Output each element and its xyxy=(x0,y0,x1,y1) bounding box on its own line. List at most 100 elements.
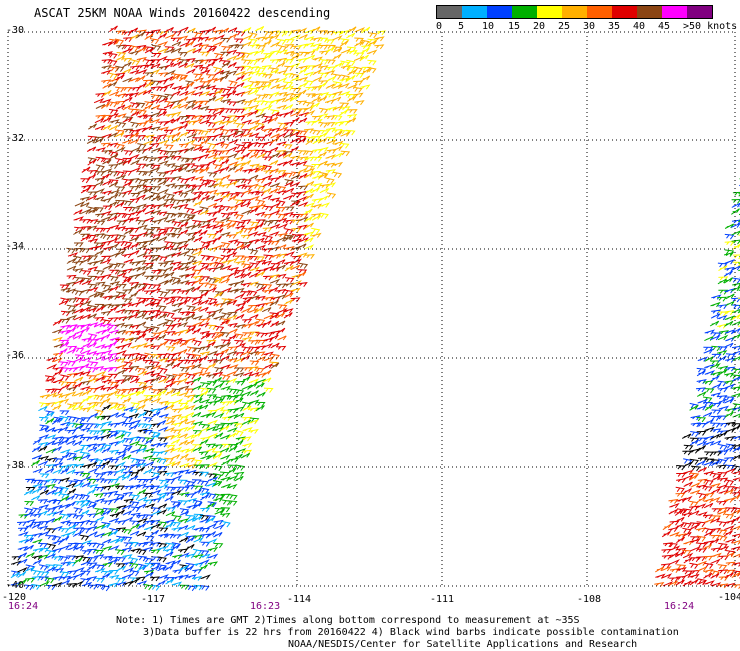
wind-barb xyxy=(80,535,88,540)
wind-barb xyxy=(270,301,278,306)
wind-barb xyxy=(220,435,229,439)
wind-barb xyxy=(179,116,188,120)
wind-barb xyxy=(208,173,217,178)
wind-barb xyxy=(74,508,82,514)
wind-barb xyxy=(60,416,68,422)
wind-barb xyxy=(101,334,110,339)
wind-barb xyxy=(130,571,138,577)
wind-barb xyxy=(81,428,90,432)
wind-barb xyxy=(94,494,103,498)
wind-barb xyxy=(227,56,236,60)
wind-barb xyxy=(269,247,278,251)
wind-barb xyxy=(123,207,132,211)
wind-barb xyxy=(101,434,110,438)
wind-barb xyxy=(306,55,315,59)
wind-barb xyxy=(131,193,140,197)
wind-barb xyxy=(235,441,244,446)
wind-barb xyxy=(194,201,202,206)
wind-barb xyxy=(53,492,62,496)
wind-barb xyxy=(208,562,217,566)
wind-barb xyxy=(199,452,208,456)
wind-barb xyxy=(298,83,307,88)
wind-barb xyxy=(313,70,322,75)
wind-barb xyxy=(299,263,307,268)
wind-barb xyxy=(236,437,245,441)
wind-barb xyxy=(39,511,48,515)
wind-barb xyxy=(66,310,75,314)
wind-barb xyxy=(109,92,118,96)
wind-barb xyxy=(171,439,180,444)
wind-barb xyxy=(221,160,229,165)
wind-barb xyxy=(102,539,111,543)
wind-barb xyxy=(144,469,153,474)
wind-barb xyxy=(234,39,243,43)
wind-barb xyxy=(291,214,300,218)
wind-barb xyxy=(199,45,208,49)
wind-barb xyxy=(319,133,327,138)
wind-barb xyxy=(250,315,259,319)
wind-barb xyxy=(228,181,237,185)
wind-barb xyxy=(67,416,75,421)
wind-barb xyxy=(235,214,243,219)
wind-barb xyxy=(67,299,76,303)
wind-barb xyxy=(179,538,188,543)
wind-barb xyxy=(236,325,245,329)
wind-barb xyxy=(207,116,216,120)
wind-barb xyxy=(81,473,90,478)
wind-barb xyxy=(40,572,49,577)
wind-barb xyxy=(228,28,237,32)
wind-barb xyxy=(207,62,215,67)
wind-barb xyxy=(242,190,251,194)
wind-barb xyxy=(80,387,89,391)
footer-note-line: 3)Data buffer is 22 hrs from 20160422 4)… xyxy=(143,627,679,639)
wind-barb xyxy=(710,321,719,326)
wind-barb xyxy=(200,292,208,297)
wind-barb xyxy=(200,149,209,153)
wind-barb xyxy=(102,181,111,186)
wind-barb xyxy=(152,285,161,289)
wind-barb xyxy=(353,81,362,85)
wind-barb xyxy=(165,493,174,497)
wind-barb xyxy=(152,390,161,395)
wind-barb xyxy=(719,536,727,542)
wind-barb xyxy=(207,268,216,272)
wind-barb xyxy=(80,197,89,201)
wind-barb xyxy=(95,569,104,573)
wind-barb xyxy=(326,178,334,184)
wind-barb xyxy=(249,321,258,326)
wind-barb xyxy=(242,444,251,448)
wind-barb xyxy=(213,498,222,502)
wind-barb xyxy=(263,215,272,219)
wind-barb xyxy=(131,403,139,408)
wind-barb xyxy=(130,262,139,266)
wind-barb xyxy=(38,462,47,466)
wind-barb xyxy=(115,496,124,501)
wind-barb xyxy=(705,581,714,585)
wind-barb xyxy=(186,360,195,364)
wind-barb xyxy=(158,181,167,185)
wind-barb xyxy=(276,63,285,68)
wind-barb xyxy=(243,102,252,106)
wind-barb xyxy=(249,153,258,158)
wind-barb xyxy=(690,575,699,579)
wind-barb xyxy=(304,238,313,242)
wind-barb xyxy=(116,578,125,583)
wind-barb xyxy=(53,541,62,545)
wind-barb xyxy=(229,81,237,87)
wind-barb xyxy=(670,560,679,564)
wind-barb xyxy=(164,104,173,108)
wind-barb xyxy=(732,321,740,325)
wind-barb xyxy=(81,236,89,241)
wind-barb xyxy=(200,352,209,356)
wind-barb xyxy=(285,278,294,283)
wind-barb xyxy=(256,95,265,99)
wind-barb xyxy=(193,92,202,96)
wind-barb xyxy=(292,256,301,260)
wind-barb xyxy=(284,66,293,71)
wind-barb xyxy=(158,212,167,216)
wind-barb xyxy=(213,165,221,170)
wind-barb xyxy=(207,363,216,368)
wind-barb xyxy=(129,476,138,481)
wind-barb xyxy=(271,138,279,144)
wind-barb xyxy=(341,132,350,136)
